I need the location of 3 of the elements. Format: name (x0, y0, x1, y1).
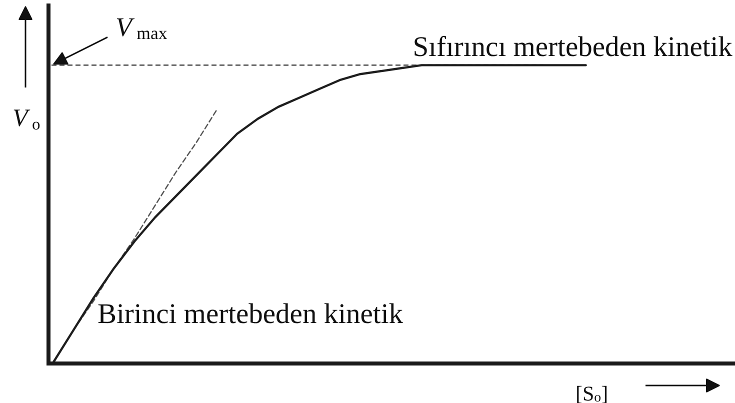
x-axis-title: [So] (576, 382, 608, 403)
text: Sıfırıncı mertebeden kinetik (412, 32, 734, 63)
annotation: Birinci mertebeden kinetik (98, 299, 404, 330)
